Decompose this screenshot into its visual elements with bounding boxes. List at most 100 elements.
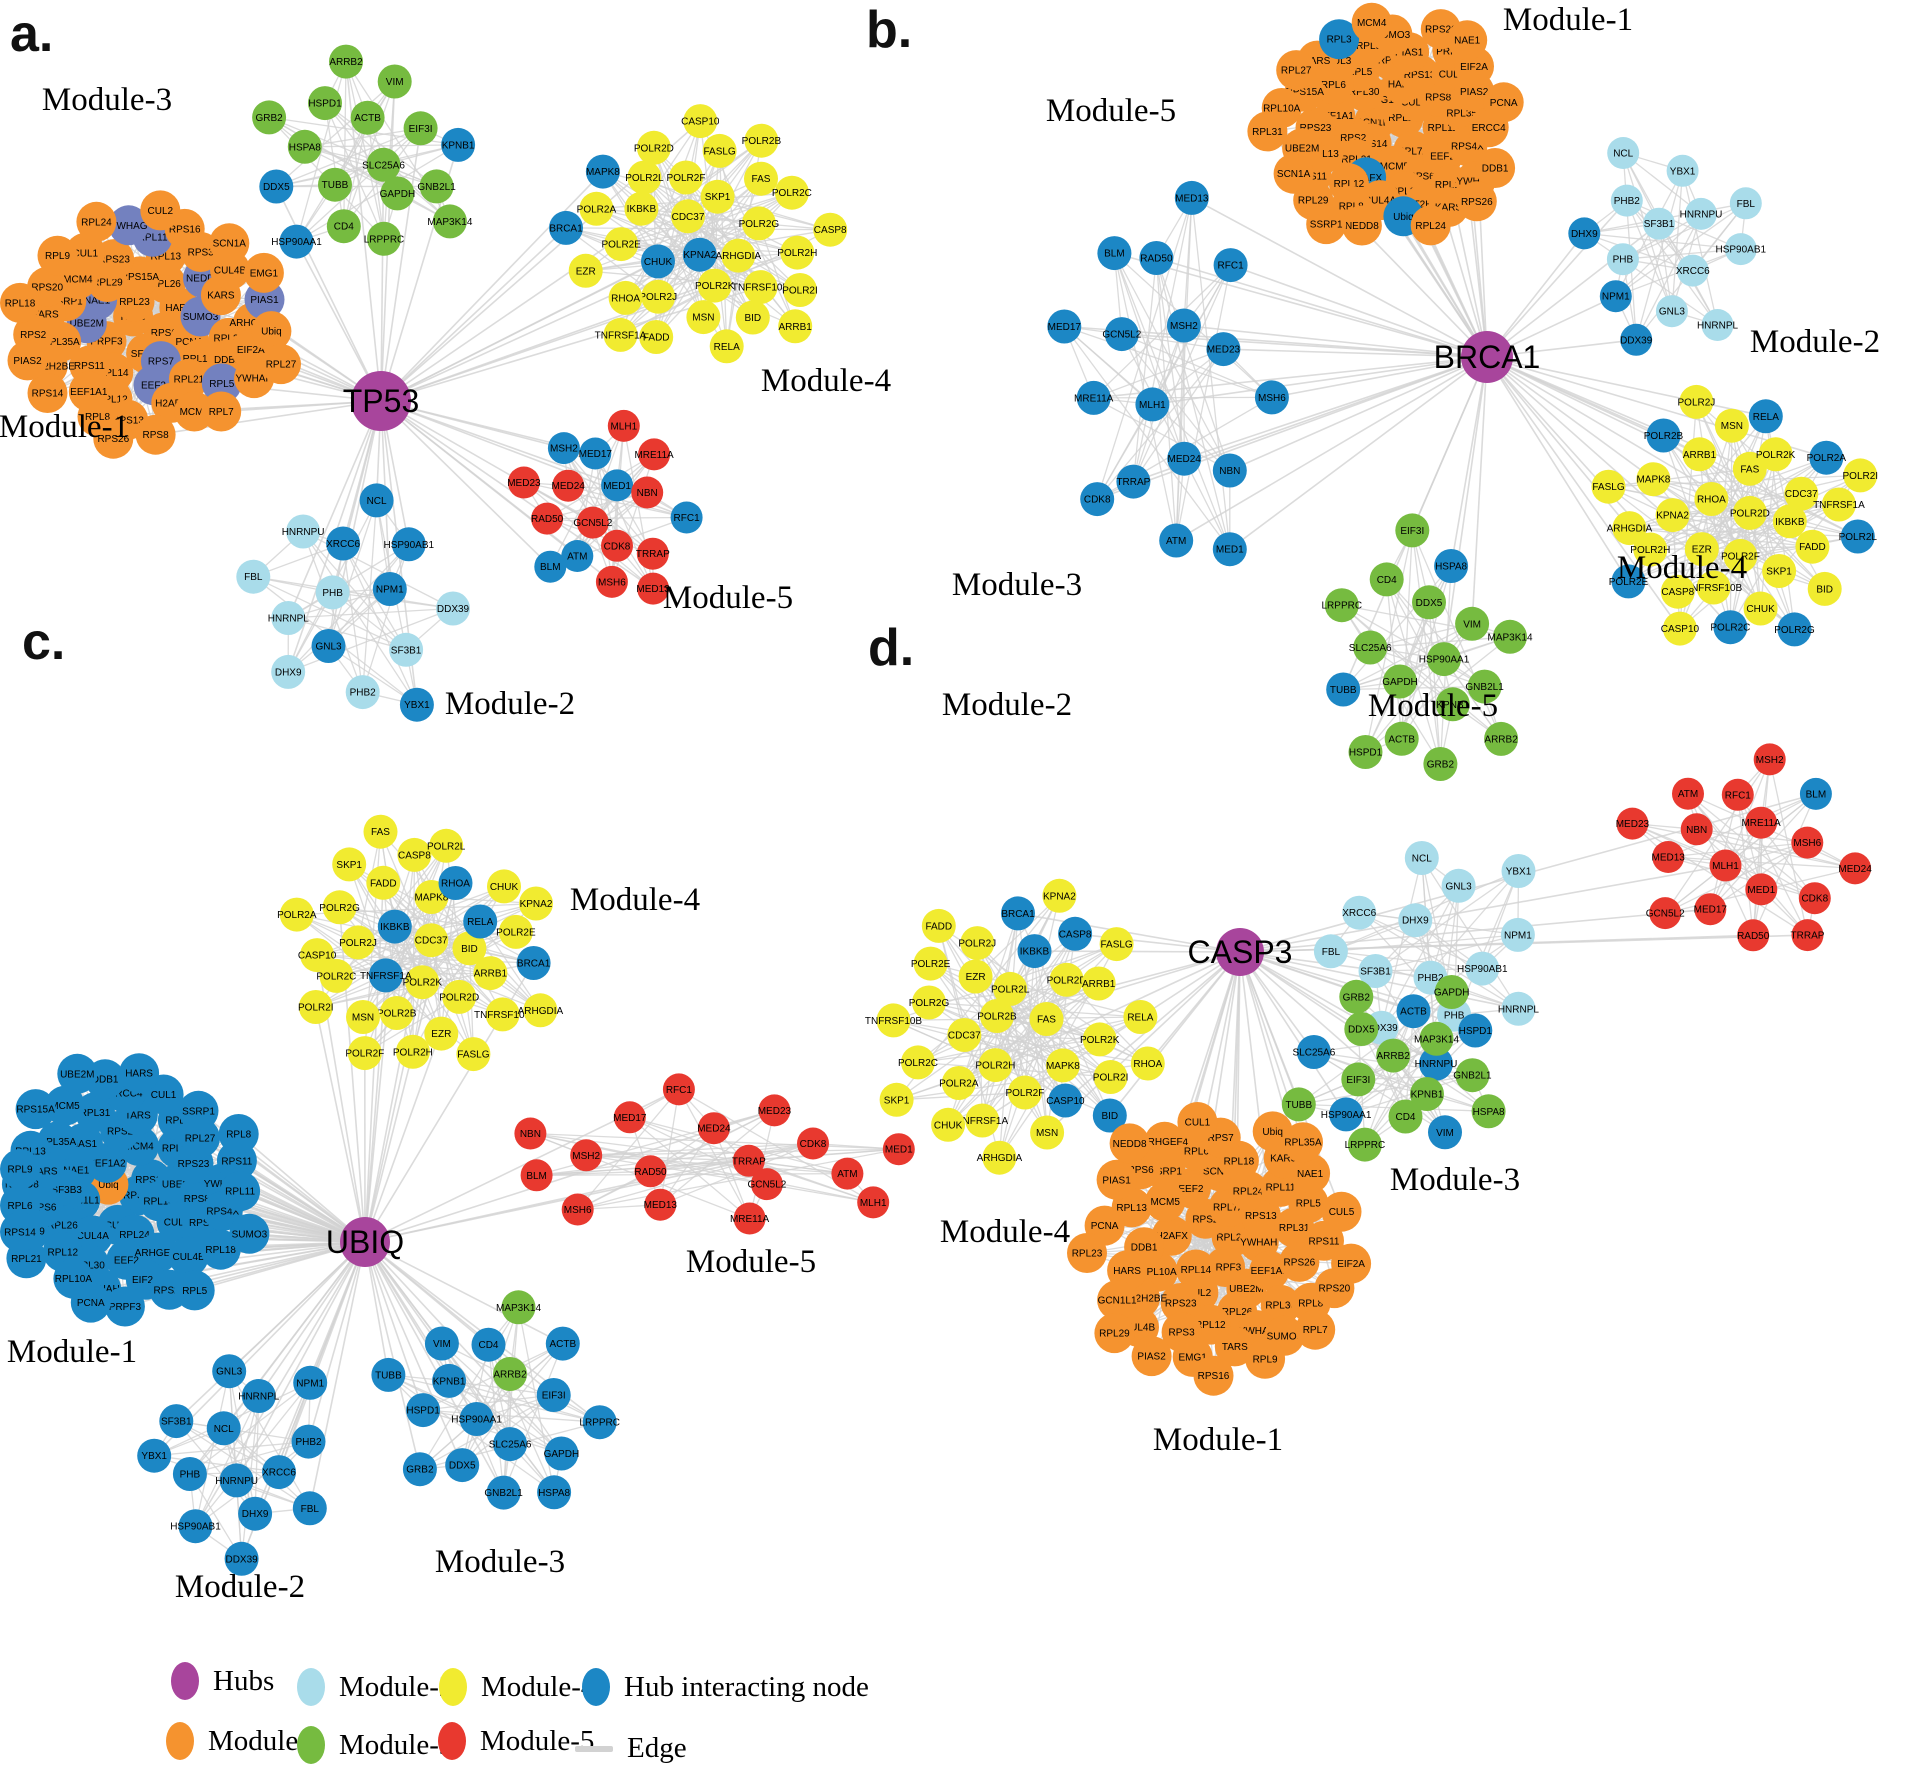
node-label: XRCC6 bbox=[262, 1468, 296, 1479]
edge bbox=[1695, 401, 1802, 495]
node-label: MAP3K14 bbox=[1487, 632, 1532, 643]
node-XRCC6 bbox=[1342, 895, 1377, 930]
node-RPS16 bbox=[1193, 1355, 1234, 1396]
node-MAPK8 bbox=[1636, 462, 1671, 497]
node-label: CASP10 bbox=[1046, 1096, 1085, 1107]
module-5-color-swatch bbox=[438, 1722, 466, 1760]
module-label-c-module-2: Module-2 bbox=[175, 1569, 305, 1605]
node-DDX39 bbox=[1620, 323, 1653, 356]
node-NPM1 bbox=[1500, 917, 1535, 952]
node-HARS bbox=[119, 1053, 160, 1094]
edge bbox=[1752, 759, 1771, 936]
node-EIF3I bbox=[403, 111, 438, 146]
node-MSH6 bbox=[1791, 826, 1824, 859]
node-label: HSP90AA1 bbox=[451, 1415, 502, 1426]
edge bbox=[1342, 623, 1473, 691]
node-RFC1 bbox=[662, 1073, 695, 1106]
node-GNL3 bbox=[1441, 868, 1476, 903]
node-label: MRE11A bbox=[730, 1214, 770, 1225]
node-TRRAP bbox=[1116, 464, 1151, 499]
node-label: RPL18 bbox=[5, 298, 36, 309]
edge bbox=[461, 1307, 520, 1466]
node-label: NCL bbox=[1613, 149, 1633, 160]
node-CUL2 bbox=[140, 190, 181, 231]
panel-b: MLH1 MSH2 MED24 GCN5L2 MED23 TRRAP RAD50 NBN MRE… bbox=[952, 2, 1880, 781]
node-label: MED24 bbox=[1168, 454, 1202, 465]
node-label: CASP10 bbox=[681, 117, 720, 128]
edge bbox=[275, 81, 396, 187]
edge bbox=[362, 500, 378, 693]
node-POLR2B bbox=[980, 999, 1014, 1033]
edge bbox=[194, 1371, 230, 1527]
node-label: POLR2L bbox=[427, 841, 466, 852]
node-MSN bbox=[686, 300, 721, 335]
node-ARHGDIA bbox=[1612, 511, 1647, 546]
node-label: HSPA8 bbox=[1435, 562, 1467, 573]
node-label: POLR2J bbox=[958, 939, 996, 950]
hub-edge bbox=[1183, 324, 1488, 358]
node-POLR2J bbox=[960, 926, 995, 961]
node-label: SLC25A6 bbox=[362, 160, 405, 171]
hub-edge bbox=[1147, 951, 1241, 1065]
panel-c: CDC37 POLR2K IKBKB BID TNFRSF1A MAPK8 POLR2D PO… bbox=[0, 814, 915, 1605]
edge bbox=[228, 1371, 256, 1514]
node-label: FASLG bbox=[1100, 940, 1132, 951]
node-label: EIF2A bbox=[1337, 1259, 1365, 1270]
node-GCN5L2 bbox=[576, 506, 609, 539]
node-label: SKP1 bbox=[884, 1095, 910, 1106]
node-label: RPL9 bbox=[1253, 1354, 1278, 1365]
node-MED24 bbox=[1167, 441, 1202, 476]
node-MSN bbox=[1714, 408, 1749, 443]
node-EZR bbox=[424, 1016, 459, 1051]
node-label: CD4 bbox=[478, 1340, 498, 1351]
edge bbox=[1345, 1038, 1437, 1115]
node-CASP8 bbox=[813, 212, 848, 247]
node-label: RPL13 bbox=[15, 1146, 46, 1157]
node-label: VIM bbox=[386, 77, 404, 88]
node-MAP3K14 bbox=[1419, 1021, 1454, 1056]
node-PHB bbox=[172, 1457, 207, 1491]
node-label: HIST2H2BE bbox=[20, 362, 75, 373]
node-label: CUL4A bbox=[1364, 196, 1397, 207]
node-label: MAP3K14 bbox=[427, 217, 472, 228]
node-label: SSRP1 bbox=[1149, 1167, 1182, 1178]
node-GNB2L1 bbox=[1467, 669, 1502, 704]
node-label: RHOA bbox=[441, 879, 470, 890]
node-ACTB bbox=[1396, 994, 1431, 1029]
node-HSPA8 bbox=[287, 129, 322, 164]
node-label: RPS3 bbox=[1169, 1328, 1196, 1339]
node-BLM bbox=[520, 1159, 553, 1192]
node-label: RPL11 bbox=[138, 232, 168, 243]
node-label: RPS20 bbox=[1425, 25, 1457, 36]
node-label: PHB2 bbox=[1417, 973, 1444, 984]
node-MED1 bbox=[1745, 873, 1778, 906]
node-label: RPS23 bbox=[178, 1159, 210, 1170]
node-MED13 bbox=[1174, 180, 1209, 215]
node-label: ACTB bbox=[1388, 734, 1415, 745]
node-label: RPL6 bbox=[7, 1201, 32, 1212]
node-label: GCN1L1 bbox=[1098, 1296, 1137, 1307]
node-label: MRE11A bbox=[634, 450, 674, 461]
node-MED17 bbox=[1047, 309, 1082, 344]
node-UBE2M bbox=[57, 1053, 98, 1094]
node-label: YBX1 bbox=[1506, 867, 1532, 878]
node-label: ARHGDIA bbox=[977, 1153, 1023, 1164]
hub-edge bbox=[1486, 200, 1628, 358]
node-label: NPM1 bbox=[1504, 930, 1532, 941]
node-label: KARS bbox=[1270, 1154, 1298, 1165]
node-KPNB1 bbox=[432, 1363, 467, 1398]
node-MED17 bbox=[613, 1101, 646, 1134]
node-label: LRPPRC bbox=[1322, 601, 1363, 612]
node-POLR2I bbox=[298, 990, 333, 1024]
node-label: ARRB1 bbox=[1683, 450, 1717, 461]
node-RPL5 bbox=[1288, 1183, 1329, 1223]
edge bbox=[1671, 515, 1681, 629]
node-CHUK bbox=[641, 244, 675, 279]
node-label: POLR2C bbox=[772, 188, 812, 199]
node-label: RPL10A bbox=[1263, 104, 1301, 115]
node-label: BID bbox=[1816, 584, 1833, 595]
node-FASLG bbox=[702, 133, 737, 168]
node-label: MCM5 bbox=[1380, 161, 1410, 172]
node-KPNB1 bbox=[441, 127, 476, 162]
node-EIF2A bbox=[1331, 1243, 1372, 1284]
